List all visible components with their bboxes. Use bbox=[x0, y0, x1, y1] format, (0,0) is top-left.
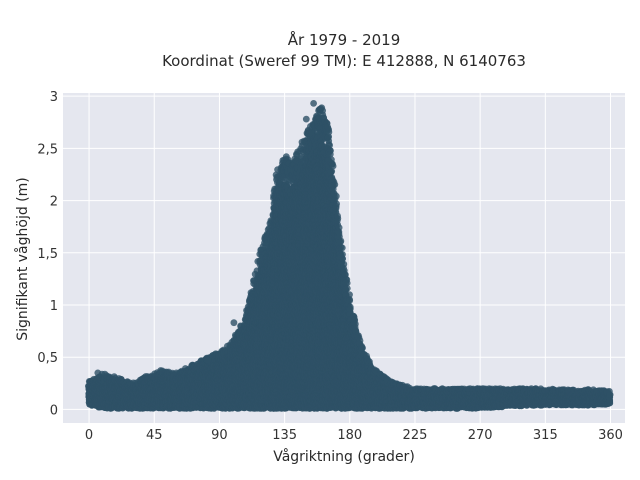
chart-title: År 1979 - 2019 Koordinat (Sweref 99 TM):… bbox=[162, 30, 526, 70]
chart-title-line-1: År 1979 - 2019 bbox=[288, 30, 401, 49]
chart-title-line-2: Koordinat (Sweref 99 TM): E 412888, N 61… bbox=[162, 52, 526, 70]
data-points bbox=[85, 100, 614, 412]
